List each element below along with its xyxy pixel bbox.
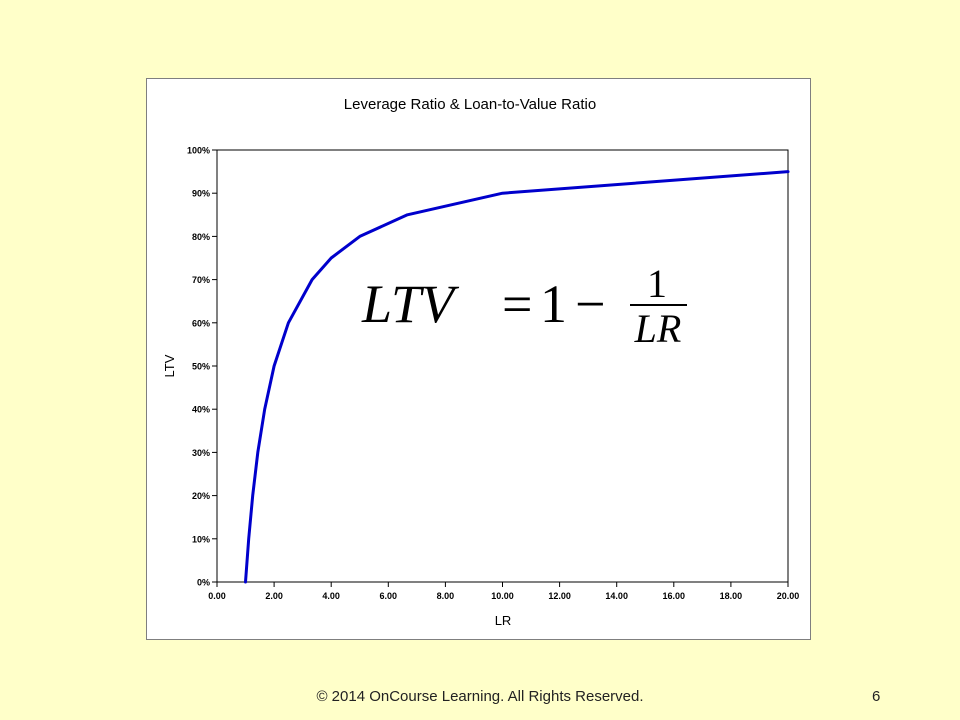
x-tick-label: 12.00 xyxy=(548,591,571,601)
x-tick-label: 20.00 xyxy=(777,591,800,601)
formula-equals: = xyxy=(502,274,532,334)
y-tick-label: 80% xyxy=(192,232,210,242)
x-tick-label: 4.00 xyxy=(322,591,340,601)
y-axis-label: LTV xyxy=(162,354,177,377)
x-tick-label: 14.00 xyxy=(605,591,628,601)
x-axis-label: LR xyxy=(495,613,512,628)
y-tick-label: 50% xyxy=(192,362,210,372)
page-number: 6 xyxy=(872,688,881,705)
y-tick-label: 10% xyxy=(192,534,210,544)
x-tick-label: 0.00 xyxy=(208,591,226,601)
y-tick-label: 60% xyxy=(192,318,210,328)
formula-numerator: 1 xyxy=(647,261,667,306)
y-tick-label: 0% xyxy=(197,578,210,588)
formula-minus: − xyxy=(575,274,605,334)
x-tick-label: 16.00 xyxy=(663,591,686,601)
x-tick-label: 2.00 xyxy=(265,591,283,601)
x-tick-label: 18.00 xyxy=(720,591,743,601)
chart-area: Leverage Ratio & Loan-to-Value Ratio 0% 1… xyxy=(146,78,811,640)
formula-denominator: LR xyxy=(634,306,682,351)
x-tick-label: 6.00 xyxy=(380,591,398,601)
y-tick-label: 20% xyxy=(192,491,210,501)
x-tick-label: 8.00 xyxy=(437,591,455,601)
ltv-series-line xyxy=(244,170,790,584)
plot-area: 0% 10% 20% 30% 40% 50% 60% 70% 80% 90% 100% 0.00 2.0… xyxy=(187,146,799,602)
y-tick-label: 40% xyxy=(192,405,210,415)
ltv-formula: LTV = 1 − 1 LR xyxy=(361,261,687,351)
ltv-chart: Leverage Ratio & Loan-to-Value Ratio 0% 1… xyxy=(162,96,799,628)
plot-border xyxy=(216,149,789,583)
formula-lhs: LTV xyxy=(361,274,460,334)
y-tick-label: 30% xyxy=(192,448,210,458)
y-tick-label: 90% xyxy=(192,189,210,199)
formula-one: 1 xyxy=(540,274,567,334)
footer-copyright: © 2014 OnCourse Learning. All Rights Res… xyxy=(316,688,644,705)
x-tick-label: 10.00 xyxy=(491,591,514,601)
chart-title: Leverage Ratio & Loan-to-Value Ratio xyxy=(344,96,596,113)
y-tick-label: 100% xyxy=(187,146,210,156)
y-tick-label: 70% xyxy=(192,275,210,285)
